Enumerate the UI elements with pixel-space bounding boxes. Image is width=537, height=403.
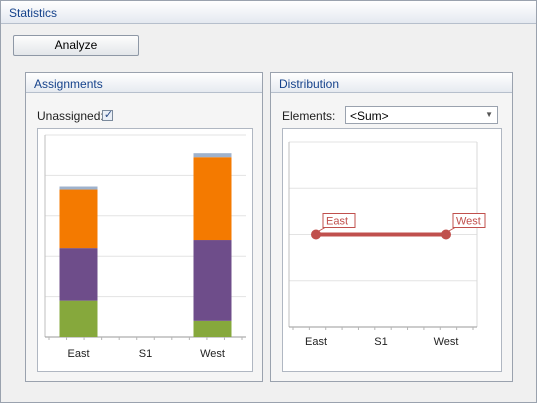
distribution-chart: East S1 West East West — [282, 128, 502, 372]
x-tick-label: S1 — [139, 348, 152, 360]
assignments-title: Assignments — [34, 77, 103, 91]
x-tick-label: East — [67, 348, 89, 360]
label-connector — [317, 227, 326, 232]
bar-segment — [193, 157, 232, 241]
distribution-title: Distribution — [279, 77, 340, 91]
bar-segment — [193, 153, 232, 158]
data-point — [441, 229, 451, 240]
bar-segment — [193, 240, 232, 321]
data-label: East — [326, 216, 348, 228]
x-tick-label: West — [434, 336, 459, 348]
unassigned-checkbox[interactable]: ✓ — [102, 109, 114, 121]
bar-segment — [59, 189, 98, 249]
bar-segment — [59, 186, 98, 190]
x-tick-label: West — [200, 348, 225, 360]
analyze-button[interactable]: Analyze — [13, 35, 139, 56]
bar-segment — [59, 300, 98, 337]
unassigned-label: Unassigned: — [37, 109, 104, 123]
data-point — [311, 229, 321, 240]
title-bar: Statistics — [1, 1, 536, 24]
bar-segment — [59, 248, 98, 301]
elements-label: Elements: — [282, 109, 336, 123]
x-tick-label: S1 — [374, 336, 387, 348]
distribution-header: Distribution — [271, 73, 512, 93]
checkmark-icon: ✓ — [103, 109, 114, 121]
data-label: West — [456, 216, 481, 228]
bar-segment — [193, 320, 232, 337]
assignments-panel: Assignments Unassigned: ✓ East S1 West — [25, 72, 263, 382]
elements-select-value: <Sum> — [350, 109, 389, 123]
assignments-header: Assignments — [26, 73, 262, 93]
chevron-down-icon[interactable]: ▼ — [485, 110, 493, 119]
window-title: Statistics — [9, 6, 58, 20]
assignments-chart-svg: East S1 West — [44, 134, 246, 360]
data-label-box — [322, 213, 356, 228]
distribution-panel: Distribution Elements: <Sum> ▼ East S1 Wes… — [270, 72, 513, 382]
label-connector — [447, 227, 456, 232]
distribution-chart-svg: East S1 West East West — [288, 141, 486, 348]
assignments-chart: East S1 West — [37, 128, 253, 372]
elements-select[interactable]: <Sum> ▼ — [345, 106, 498, 124]
data-label-box — [452, 213, 486, 228]
x-tick-label: East — [305, 336, 327, 348]
